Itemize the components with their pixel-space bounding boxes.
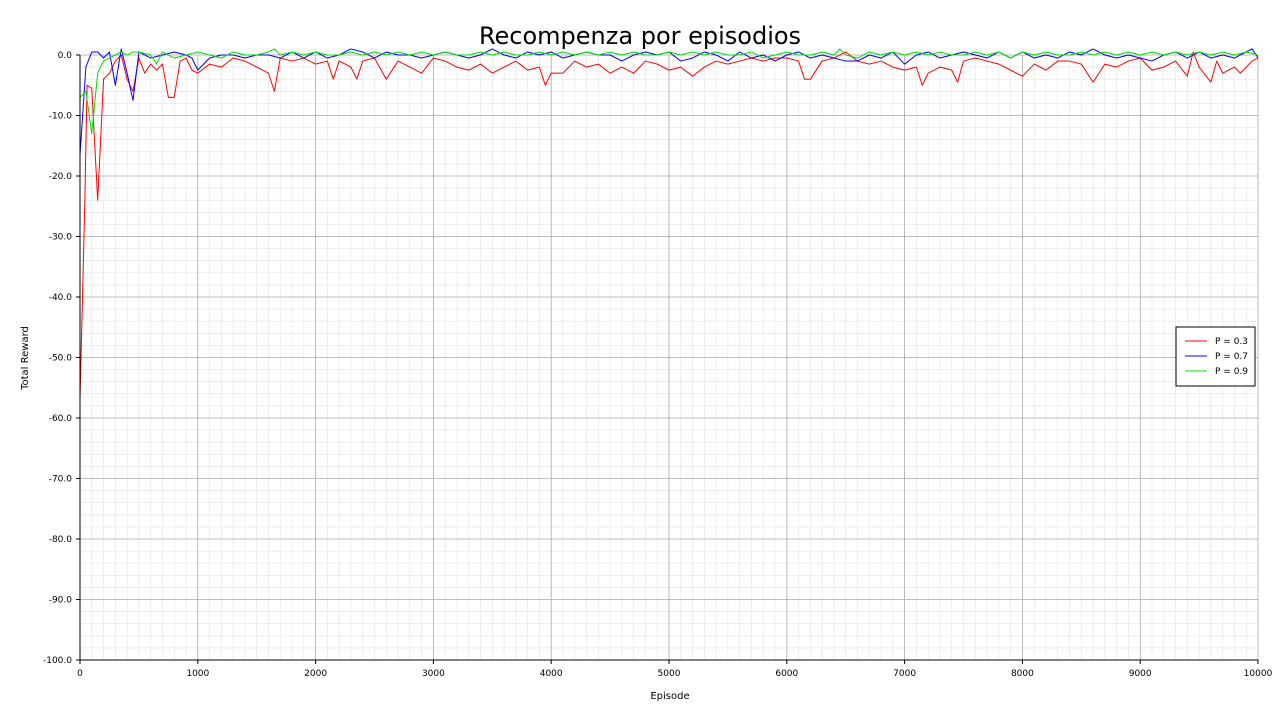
y-tick-label: -90.0 <box>49 596 73 606</box>
x-tick-label: 1000 <box>186 669 209 679</box>
major-grid <box>79 54 1259 661</box>
legend-label-1: P = 0.7 <box>1215 352 1248 362</box>
legend-label-0: P = 0.3 <box>1215 337 1248 347</box>
y-tick-label: -10.0 <box>49 112 73 122</box>
legend: P = 0.3 P = 0.7 P = 0.9 <box>1175 326 1256 387</box>
y-tick-label: -30.0 <box>49 233 73 243</box>
y-tick-label: -100.0 <box>43 656 72 666</box>
x-tick-label: 9000 <box>1129 669 1152 679</box>
x-tick-label: 3000 <box>422 669 445 679</box>
y-axis-label: Total Reward <box>20 326 31 391</box>
x-axis-label: Episode <box>650 691 689 702</box>
x-tick-label: 0 <box>77 669 83 679</box>
series-line-0 <box>79 51 1259 400</box>
y-tick-label: -60.0 <box>49 414 73 424</box>
x-tick-label: 5000 <box>658 669 681 679</box>
x-tick-label: 4000 <box>540 669 563 679</box>
y-tick-label: -50.0 <box>49 354 73 364</box>
y-tick-label: -80.0 <box>49 535 73 545</box>
series-line-2 <box>79 48 1259 135</box>
chart-title: Recompenza por episodios <box>479 22 801 50</box>
x-tick-label: 2000 <box>304 669 327 679</box>
x-tick-label: 7000 <box>893 669 916 679</box>
x-tick-label: 10000 <box>1244 669 1273 679</box>
y-tick-label: -70.0 <box>49 475 73 485</box>
tick-labels: 0 1000 2000 3000 4000 5000 6000 7000 8000 9000 100… <box>43 51 1273 679</box>
y-tick-label: 0.0 <box>58 51 73 61</box>
y-tick-label: -20.0 <box>49 172 73 182</box>
legend-label-2: P = 0.9 <box>1215 367 1248 377</box>
y-tick-label: -40.0 <box>49 293 73 303</box>
x-tick-label: 6000 <box>775 669 798 679</box>
x-tick-label: 8000 <box>1011 669 1034 679</box>
series-layer <box>79 48 1259 400</box>
